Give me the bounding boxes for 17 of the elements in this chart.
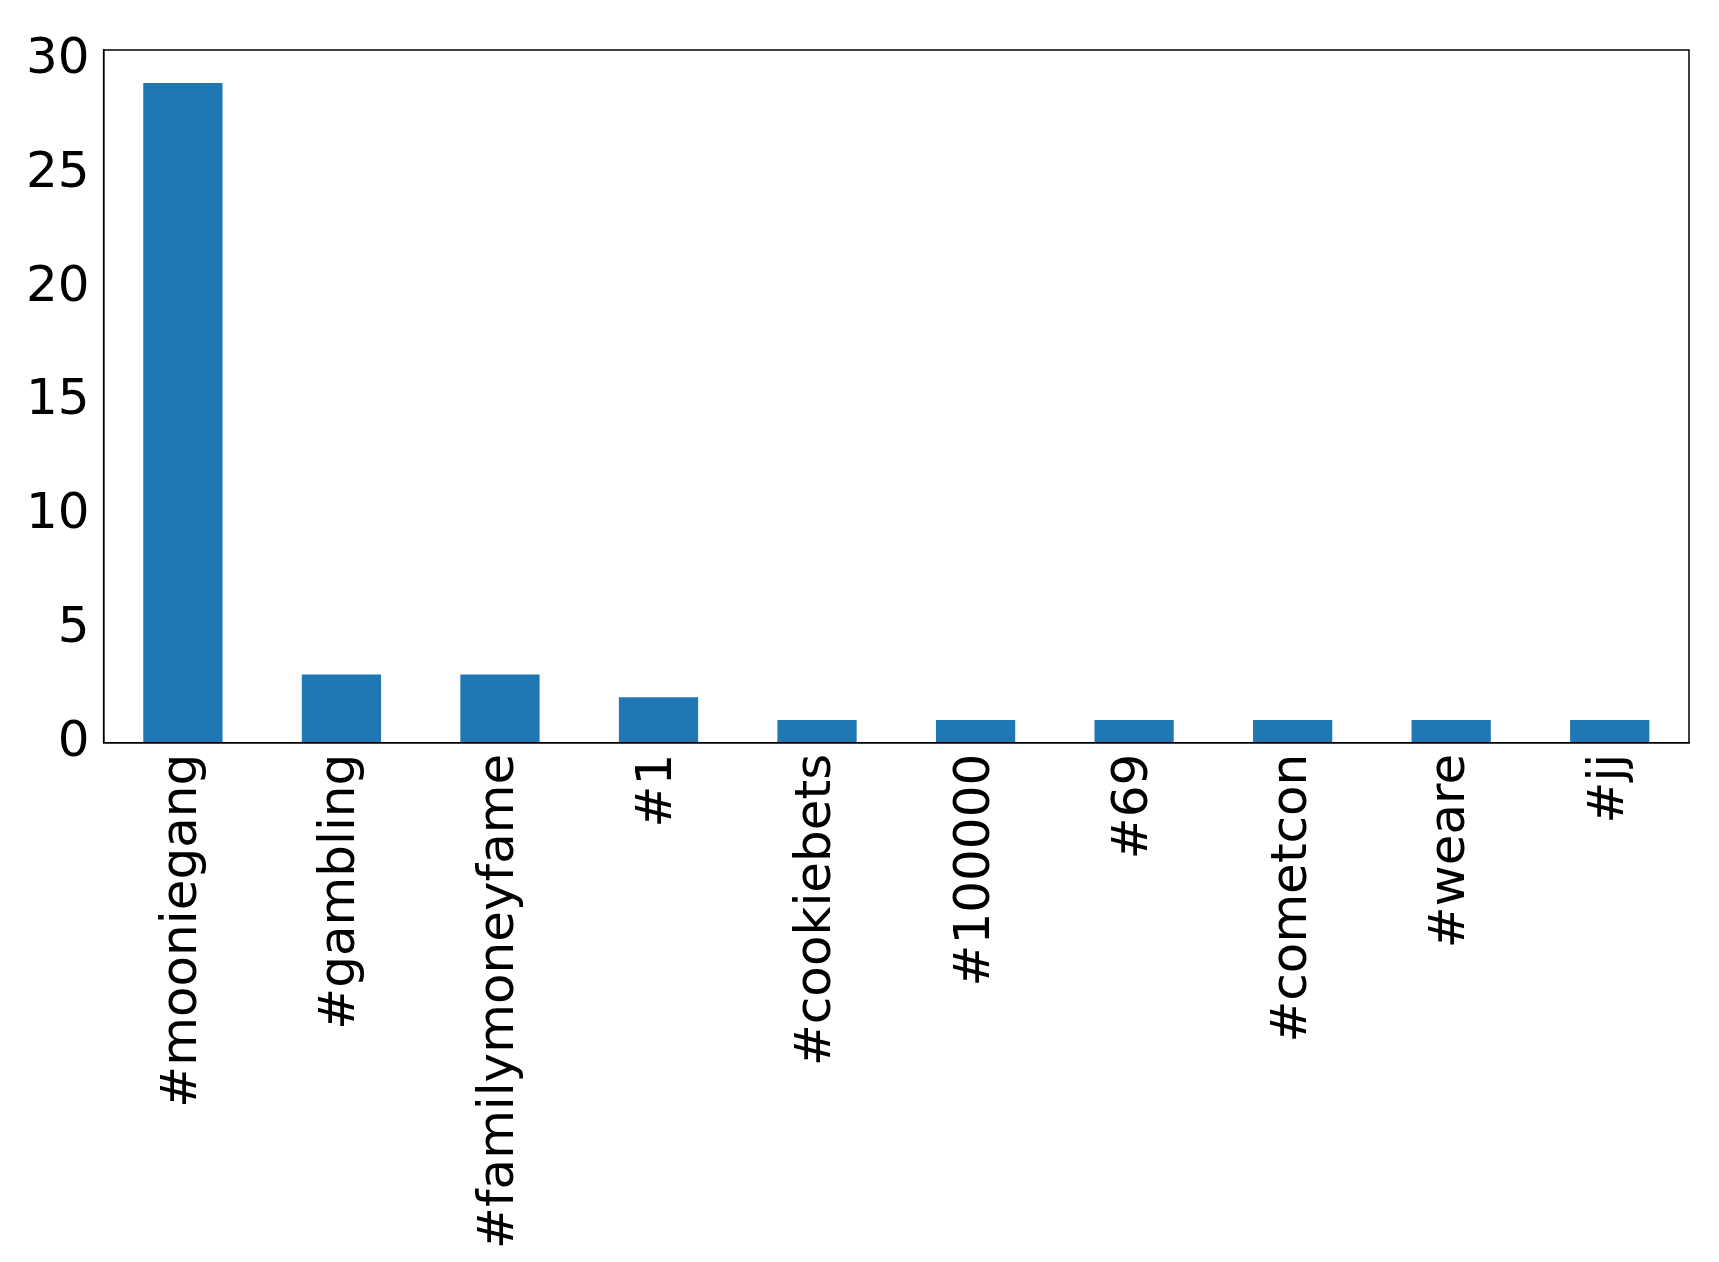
- x-tick-label: #cometcon: [1259, 753, 1318, 1043]
- y-tick-label: 30: [26, 27, 90, 86]
- x-tick-label: #100000: [942, 753, 1001, 987]
- x-tick-label: #familymoneyfame: [466, 753, 525, 1249]
- x-tick-label: #mooniegang: [149, 753, 208, 1108]
- x-tick-label: #1: [625, 753, 684, 828]
- y-tick-label: 15: [26, 368, 90, 427]
- y-tick-label: 20: [26, 254, 90, 313]
- x-tick-label: #cookiebets: [784, 753, 843, 1067]
- x-tick-label: #gambling: [308, 753, 367, 1030]
- x-tick-label: #69: [1101, 753, 1160, 860]
- y-tick-label: 0: [57, 709, 90, 768]
- y-tick-label: 5: [57, 595, 90, 654]
- x-tick-label: #jj: [1576, 753, 1635, 824]
- y-tick-label: 10: [26, 482, 90, 541]
- y-tick-label: 25: [26, 140, 90, 199]
- x-tick-label: #weare: [1418, 753, 1477, 949]
